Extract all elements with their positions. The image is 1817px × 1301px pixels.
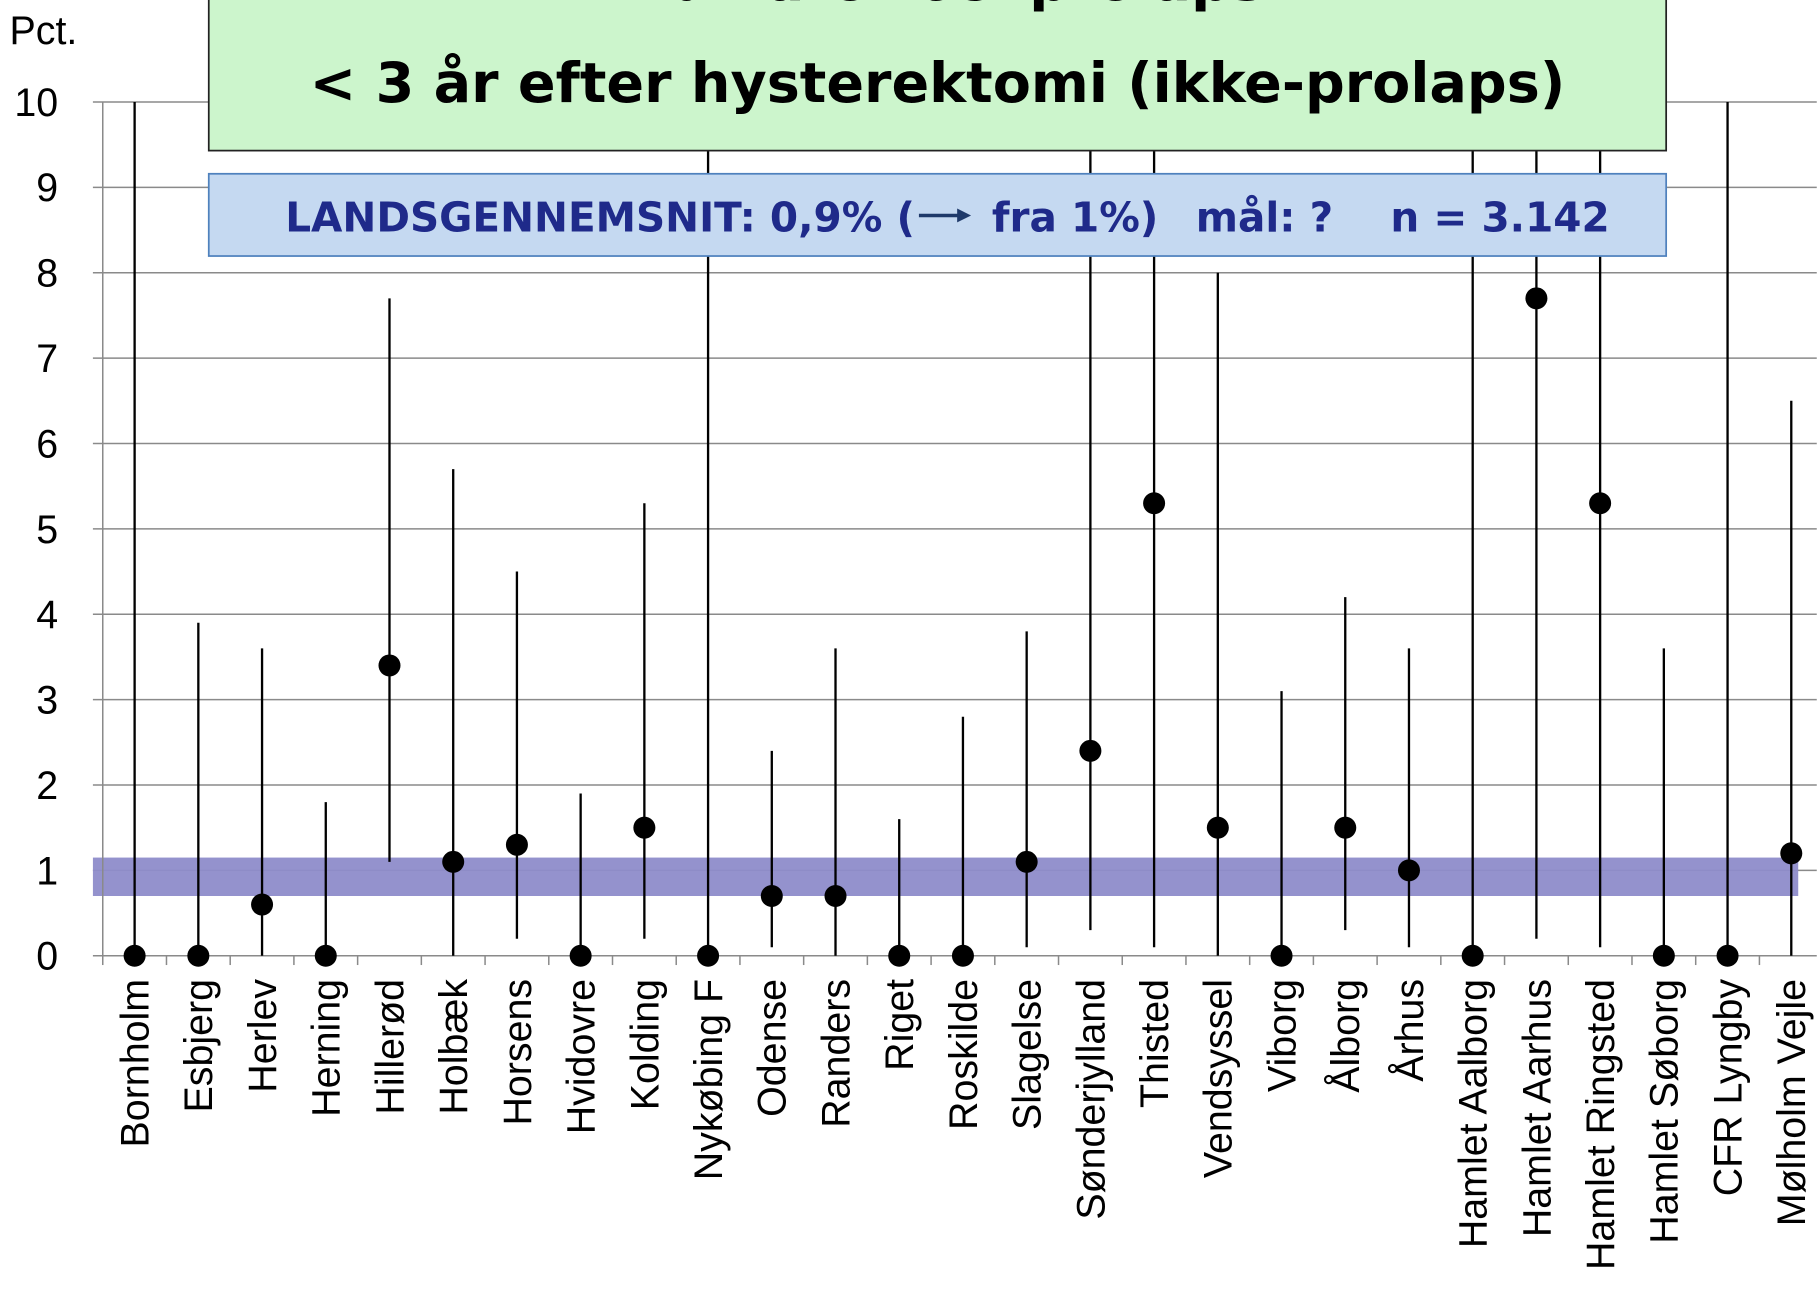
point	[824, 884, 847, 908]
y-tick-label: 5	[36, 508, 58, 552]
x-tick-label: Slagelse	[1006, 979, 1050, 1130]
reference-band	[92, 857, 1799, 896]
arrow-head	[957, 208, 972, 223]
point	[951, 944, 974, 967]
y-tick-label: 10	[14, 81, 58, 125]
x-tick-label: Nykøbing F	[687, 979, 731, 1180]
point	[314, 944, 337, 967]
x-tick-label: Hamlet Ringsted	[1579, 979, 1623, 1270]
point	[1461, 944, 1484, 967]
point	[1716, 944, 1739, 967]
x-tick-label: Riget	[878, 979, 922, 1071]
point	[505, 833, 528, 856]
subtitle: n = 3.142	[1390, 194, 1609, 242]
point	[1079, 739, 1102, 762]
x-tick-label: Hamlet Søborg	[1643, 979, 1687, 1244]
x-tick-label: CFR Lyngby	[1706, 979, 1750, 1197]
point	[378, 654, 401, 677]
x-tick-label: Odense	[751, 979, 795, 1117]
x-tick-label: Hamlet Aarhus	[1515, 979, 1559, 1237]
point	[1334, 816, 1357, 839]
point	[1652, 944, 1675, 967]
point	[1270, 944, 1293, 967]
y-tick-label: 6	[36, 422, 58, 466]
x-tick-label: Hamlet Aalborg	[1452, 979, 1496, 1248]
y-tick-label: 3	[36, 679, 58, 723]
y-axis-label: Pct.	[10, 9, 78, 53]
chart-title: < 3 år efter hysterektomi (ikke-prolaps)	[310, 51, 1566, 116]
point	[760, 884, 783, 908]
x-tick-label: Bornholm	[114, 979, 158, 1148]
point	[569, 944, 592, 967]
point	[1397, 859, 1420, 882]
y-tick-label: 8	[36, 252, 58, 296]
subtitle: LANDSGENNEMSNIT: 0,9% (	[285, 194, 915, 242]
point	[697, 944, 720, 967]
x-tick-label: Herning	[305, 979, 349, 1117]
point	[442, 850, 465, 873]
y-tick-label: 4	[36, 593, 58, 637]
y-tick-label: 0	[36, 935, 58, 979]
x-tick-label: Århus	[1388, 979, 1432, 1082]
x-tick-label: Kolding	[623, 979, 667, 1110]
y-tick-label: 1	[36, 849, 58, 893]
x-tick-label: Randers	[814, 979, 858, 1128]
x-tick-label: Viborg	[1260, 979, 1304, 1092]
point	[1780, 842, 1803, 865]
x-tick-label: Thisted	[1133, 979, 1177, 1108]
point	[1143, 492, 1166, 515]
subtitle: mål: ?	[1196, 194, 1333, 242]
point	[187, 944, 210, 967]
point	[1589, 492, 1612, 515]
subtitle: fra 1%)	[992, 194, 1158, 242]
x-tick-label: Mølholm Vejle	[1770, 979, 1814, 1226]
x-tick-label: Horsens	[496, 979, 540, 1126]
y-tick-label: 7	[36, 337, 58, 381]
chart-title: Indikator 6c: prolaps	[611, 0, 1264, 14]
point	[633, 816, 656, 839]
x-tick-label: Roskilde	[942, 979, 986, 1130]
point	[123, 944, 146, 967]
x-tick-label: Esbjerg	[177, 979, 221, 1113]
x-tick-label: Herlev	[241, 979, 285, 1093]
y-tick-label: 2	[36, 764, 58, 808]
point	[1206, 816, 1229, 839]
x-tick-label: Hvidovre	[560, 979, 604, 1134]
x-tick-label: Holbæk	[432, 979, 476, 1115]
x-tick-label: Hillerød	[368, 979, 412, 1115]
point	[1525, 287, 1548, 310]
point	[1015, 850, 1038, 873]
title-box	[207, 0, 1668, 152]
point	[251, 893, 274, 916]
x-tick-label: Vendsyssel	[1197, 979, 1241, 1178]
point	[888, 944, 911, 967]
y-tick-label: 9	[36, 166, 58, 210]
x-tick-label: Sønderjylland	[1069, 979, 1113, 1220]
x-tick-label: Ålborg	[1324, 979, 1368, 1093]
